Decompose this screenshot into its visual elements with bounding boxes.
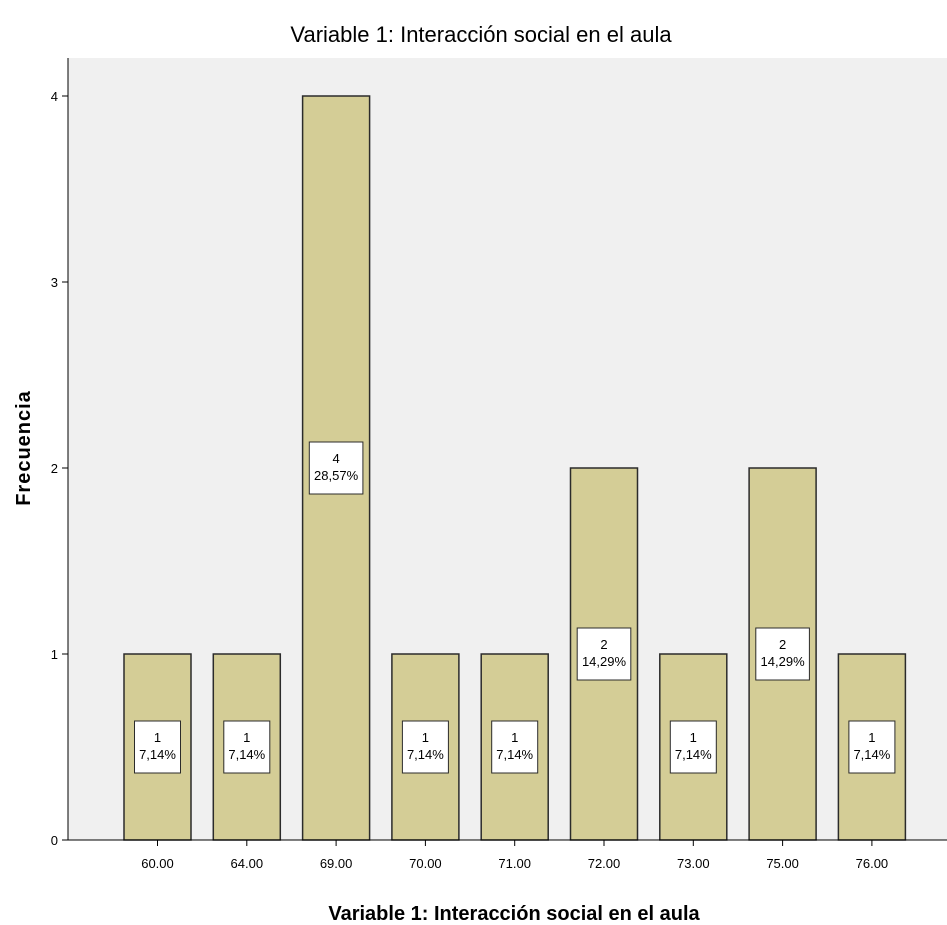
x-tick-label-70.00: 70.00 xyxy=(409,856,442,871)
data-label-percent-60.00: 7,14% xyxy=(139,747,176,762)
data-label-count-60.00: 1 xyxy=(154,730,161,745)
data-label-percent-76.00: 7,14% xyxy=(853,747,890,762)
data-label-percent-71.00: 7,14% xyxy=(496,747,533,762)
data-label-box-73.00 xyxy=(669,720,717,774)
data-label-percent-64.00: 7,14% xyxy=(228,747,265,762)
data-label-box-72.00 xyxy=(576,627,632,681)
data-label-percent-70.00: 7,14% xyxy=(407,747,444,762)
data-label-box-75.00 xyxy=(755,627,810,681)
x-tick-label-76.00: 76.00 xyxy=(856,856,889,871)
bars-group: 1 7,14% 1 7,14% 4 28,57% 1 7,14% 1 7,14% 2 14,29% 1 7… xyxy=(123,95,907,841)
y-tick-label-3: 3 xyxy=(51,275,58,290)
data-label-box-69.00 xyxy=(308,441,364,495)
data-label-count-76.00: 1 xyxy=(868,730,875,745)
data-label-count-75.00: 2 xyxy=(779,637,786,652)
y-axis-title: Frecuencia xyxy=(13,390,35,506)
y-tick-label-2: 2 xyxy=(51,461,58,476)
data-label-percent-72.00: 14,29% xyxy=(582,654,627,669)
x-axis-title: Variable 1: Interacción social en el aul… xyxy=(328,903,700,925)
data-label-percent-69.00: 28,57% xyxy=(314,468,359,483)
chart-title: Variable 1: Interacción social en el aul… xyxy=(290,22,672,47)
y-tick-label-0: 0 xyxy=(51,833,58,848)
data-label-box-71.00 xyxy=(491,720,539,774)
axes-group: 0 1 2 3 4 60.00 64.00 69.00 70.00 71.00 72.00 73.00… xyxy=(51,58,947,871)
y-tick-label-4: 4 xyxy=(51,89,58,104)
data-label-count-73.00: 1 xyxy=(690,730,697,745)
data-label-percent-73.00: 7,14% xyxy=(675,747,712,762)
x-tick-label-60.00: 60.00 xyxy=(141,856,174,871)
x-tick-label-75.00: 75.00 xyxy=(766,856,799,871)
x-tick-label-64.00: 64.00 xyxy=(231,856,264,871)
data-label-box-60.00 xyxy=(134,720,181,774)
x-tick-label-69.00: 69.00 xyxy=(320,856,353,871)
data-label-count-64.00: 1 xyxy=(243,730,250,745)
data-label-box-64.00 xyxy=(223,720,271,774)
x-tick-label-72.00: 72.00 xyxy=(588,856,621,871)
data-label-box-70.00 xyxy=(401,720,449,774)
data-label-count-72.00: 2 xyxy=(600,637,607,652)
x-tick-label-71.00: 71.00 xyxy=(498,856,531,871)
data-label-count-69.00: 4 xyxy=(332,451,339,466)
data-label-box-76.00 xyxy=(848,720,896,774)
data-label-count-70.00: 1 xyxy=(422,730,429,745)
y-tick-label-1: 1 xyxy=(51,647,58,662)
data-label-percent-75.00: 14,29% xyxy=(761,654,806,669)
x-tick-label-73.00: 73.00 xyxy=(677,856,710,871)
data-label-count-71.00: 1 xyxy=(511,730,518,745)
